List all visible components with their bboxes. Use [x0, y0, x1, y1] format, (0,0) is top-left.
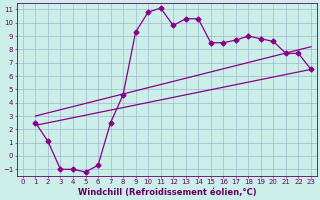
- X-axis label: Windchill (Refroidissement éolien,°C): Windchill (Refroidissement éolien,°C): [78, 188, 256, 197]
